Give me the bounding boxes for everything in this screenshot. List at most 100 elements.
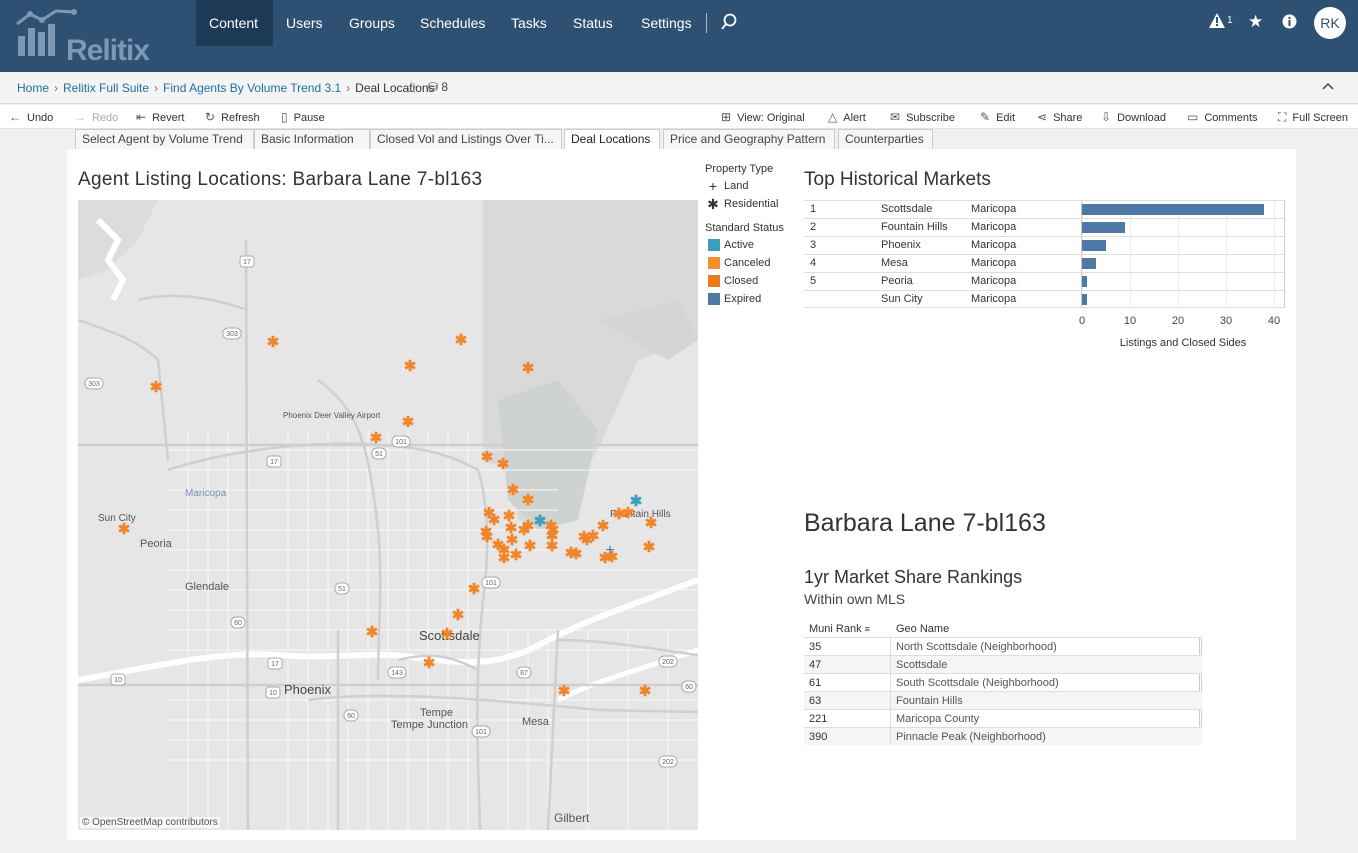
market-row[interactable]: 2 Fountain Hills Maricopa bbox=[804, 218, 1285, 236]
closed-residential-marker[interactable]: ✱ bbox=[468, 581, 481, 598]
closed-residential-marker[interactable]: ✱ bbox=[578, 529, 591, 546]
closed-residential-marker[interactable]: ✱ bbox=[505, 520, 518, 537]
nav-users[interactable]: Users bbox=[286, 15, 323, 31]
closed-residential-marker[interactable]: ✱ bbox=[546, 538, 559, 555]
closed-residential-marker[interactable]: ✱ bbox=[402, 414, 415, 431]
tab-basic-information[interactable]: Basic Information bbox=[254, 129, 370, 149]
fullscreen-button[interactable]: ⛶ Full Screen bbox=[1278, 110, 1349, 124]
active-residential-marker[interactable]: ✱ bbox=[534, 513, 547, 530]
column-header-geo-name[interactable]: Geo Name bbox=[896, 623, 950, 635]
market-bar[interactable] bbox=[1082, 258, 1097, 269]
closed-residential-marker[interactable]: ✱ bbox=[455, 332, 468, 349]
closed-residential-marker[interactable]: ✱ bbox=[581, 532, 594, 549]
breadcrumb-home[interactable]: Home bbox=[17, 81, 50, 95]
closed-residential-marker[interactable]: ✱ bbox=[498, 542, 511, 559]
views-count[interactable]: ⛁ 8 bbox=[428, 80, 449, 94]
closed-residential-marker[interactable]: ✱ bbox=[524, 538, 537, 555]
market-row[interactable]: 4 Mesa Maricopa bbox=[804, 254, 1285, 272]
closed-residential-marker[interactable]: ✱ bbox=[370, 430, 383, 447]
table-row[interactable]: 61 South Scottsdale (Neighborhood) bbox=[804, 673, 1202, 692]
tab-counterparties[interactable]: Counterparties bbox=[838, 129, 933, 149]
closed-residential-marker[interactable]: ✱ bbox=[534, 513, 547, 530]
market-row[interactable]: 3 Phoenix Maricopa bbox=[804, 236, 1285, 254]
closed-residential-marker[interactable]: ✱ bbox=[522, 518, 535, 535]
tab-closed-vol[interactable]: Closed Vol and Listings Over Ti... bbox=[370, 129, 562, 149]
closed-residential-marker[interactable]: ✱ bbox=[481, 529, 494, 546]
market-bar[interactable] bbox=[1082, 240, 1106, 251]
closed-residential-marker[interactable]: ✱ bbox=[506, 532, 519, 549]
closed-residential-marker[interactable]: ✱ bbox=[565, 545, 578, 562]
search-icon[interactable] bbox=[721, 13, 737, 35]
nav-tasks[interactable]: Tasks bbox=[511, 15, 547, 31]
share-button[interactable]: ⋖ Share bbox=[1037, 110, 1083, 124]
undo-button[interactable]: ← Undo bbox=[9, 110, 54, 124]
user-avatar[interactable]: RK bbox=[1314, 7, 1346, 39]
market-row[interactable]: Sun City Maricopa bbox=[804, 290, 1285, 308]
edit-button[interactable]: ✎ Edit bbox=[980, 110, 1016, 124]
tab-deal-locations[interactable]: Deal Locations bbox=[564, 129, 660, 150]
tab-select-agent[interactable]: Select Agent by Volume Trend bbox=[75, 129, 254, 149]
closed-residential-marker[interactable]: ✱ bbox=[503, 508, 516, 525]
active-residential-marker[interactable]: ✱ bbox=[630, 493, 643, 510]
market-row[interactable]: 5 Peoria Maricopa bbox=[804, 272, 1285, 290]
closed-residential-marker[interactable]: ✱ bbox=[507, 482, 520, 499]
comments-button[interactable]: ▭ Comments bbox=[1187, 110, 1258, 124]
closed-residential-marker[interactable]: ✱ bbox=[587, 528, 600, 545]
closed-residential-marker[interactable]: ✱ bbox=[547, 522, 560, 539]
closed-residential-marker[interactable]: ✱ bbox=[492, 537, 505, 554]
redo-button[interactable]: → Redo bbox=[74, 110, 119, 124]
table-row[interactable]: 221 Maricopa County bbox=[804, 709, 1202, 728]
closed-residential-marker[interactable]: ✱ bbox=[639, 683, 652, 700]
refresh-button[interactable]: ↻ Refresh bbox=[205, 110, 260, 124]
closed-residential-marker[interactable]: ✱ bbox=[423, 655, 436, 672]
closed-residential-marker[interactable]: ✱ bbox=[518, 522, 531, 539]
closed-residential-marker[interactable]: ✱ bbox=[643, 539, 656, 556]
closed-residential-marker[interactable]: ✱ bbox=[522, 492, 535, 509]
subscribe-button[interactable]: ✉ Subscribe bbox=[890, 110, 955, 124]
closed-residential-marker[interactable]: ✱ bbox=[597, 518, 610, 535]
closed-residential-marker[interactable]: ✱ bbox=[118, 521, 131, 538]
nav-groups[interactable]: Groups bbox=[349, 15, 395, 31]
table-row[interactable]: 63 Fountain Hills bbox=[804, 691, 1202, 710]
closed-residential-marker[interactable]: ✱ bbox=[546, 528, 559, 545]
closed-residential-marker[interactable]: ✱ bbox=[441, 626, 454, 643]
nav-schedules[interactable]: Schedules bbox=[420, 15, 486, 31]
closed-residential-marker[interactable]: ✱ bbox=[488, 512, 501, 529]
favorites-star-icon[interactable]: ★ bbox=[1248, 12, 1264, 31]
alert-warning-icon[interactable] bbox=[1209, 13, 1225, 32]
breadcrumb-workbook[interactable]: Find Agents By Volume Trend 3.1 bbox=[163, 81, 342, 95]
closed-residential-marker[interactable]: ✱ bbox=[622, 505, 635, 522]
closed-residential-marker[interactable]: ✱ bbox=[480, 524, 493, 541]
closed-residential-marker[interactable]: ✱ bbox=[606, 549, 619, 566]
closed-residential-marker[interactable]: ✱ bbox=[497, 456, 510, 473]
closed-residential-marker[interactable]: ✱ bbox=[510, 547, 523, 564]
closed-residential-marker[interactable]: ✱ bbox=[366, 624, 379, 641]
listing-locations-map[interactable]: 17 303 303 101 51 17 101 51 60 17 143 20… bbox=[78, 200, 698, 830]
nav-content[interactable]: Content bbox=[196, 0, 273, 46]
breadcrumb-suite[interactable]: Relitix Full Suite bbox=[63, 81, 150, 95]
closed-residential-marker[interactable]: ✱ bbox=[498, 550, 511, 567]
revert-button[interactable]: ⇤ Revert bbox=[136, 110, 185, 124]
pause-button[interactable]: ▯ Pause bbox=[281, 110, 325, 124]
market-bar[interactable] bbox=[1082, 294, 1087, 305]
tab-price-geography[interactable]: Price and Geography Pattern bbox=[663, 129, 835, 149]
market-bar[interactable] bbox=[1082, 276, 1087, 287]
table-row[interactable]: 47 Scottsdale bbox=[804, 655, 1202, 674]
closed-residential-marker[interactable]: ✱ bbox=[452, 607, 465, 624]
closed-residential-marker[interactable]: ✱ bbox=[599, 550, 612, 567]
closed-residential-marker[interactable]: ✱ bbox=[570, 546, 583, 563]
closed-residential-marker[interactable]: ✱ bbox=[558, 683, 571, 700]
download-button[interactable]: ⇩ Download bbox=[1101, 110, 1166, 124]
listing-markers[interactable]: ✱✱✱✱ ✱✱✱✱ ✱✱✱✱ ✱✱ ✱✱ ✱ ✱✱ ✱✱✱ ✱✱✱✱✱✱ ✱✱✱ ✱ ✱ ✱✱✱✱✱✱✱… bbox=[118, 332, 658, 700]
closed-residential-marker[interactable]: ✱ bbox=[483, 505, 496, 522]
market-bar[interactable] bbox=[1082, 222, 1126, 233]
table-row[interactable]: 390 Pinnacle Peak (Neighborhood) bbox=[804, 727, 1202, 746]
favorite-star-icon[interactable]: ☆ bbox=[404, 80, 419, 97]
closed-residential-marker[interactable]: ✱ bbox=[267, 334, 280, 351]
alert-button[interactable]: △ Alert bbox=[828, 110, 866, 124]
market-row[interactable]: 1 Scottsdale Maricopa bbox=[804, 200, 1285, 218]
relitix-logo[interactable]: Relitix bbox=[14, 8, 164, 67]
nav-status[interactable]: Status bbox=[573, 15, 613, 31]
closed-residential-marker[interactable]: ✱ bbox=[481, 449, 494, 466]
collapse-chevron-icon[interactable] bbox=[1322, 78, 1334, 94]
